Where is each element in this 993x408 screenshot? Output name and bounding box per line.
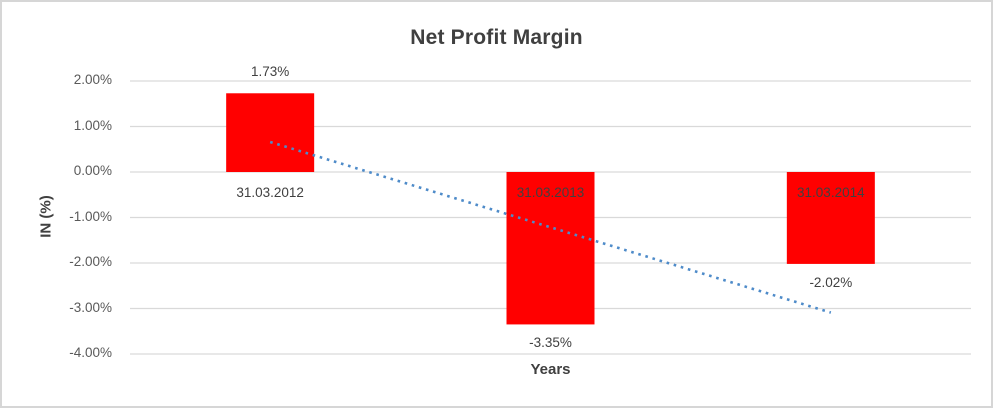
category-label: 31.03.2012 [236,185,304,200]
y-tick-label: 2.00% [73,72,112,87]
y-tick-label: -2.00% [69,254,112,269]
bar [226,93,315,172]
y-tick-label: 1.00% [73,117,112,133]
category-label: 31.03.2014 [797,185,865,200]
y-tick-label: -3.00% [69,299,112,315]
value-label: 1.73% [251,64,290,80]
chart-title: Net Profit Margin [410,26,583,49]
y-tick-label: -4.00% [69,345,112,360]
value-label: -3.35% [529,335,572,351]
bar [786,172,875,264]
y-tick-label: 0.00% [73,163,112,178]
bar [506,172,595,325]
trendline [269,140,832,314]
y-tick-label: -1.00% [69,208,112,224]
category-label: 31.03.2013 [516,185,585,200]
x-axis-title: Years [530,361,571,378]
value-label: -2.02% [809,274,853,290]
